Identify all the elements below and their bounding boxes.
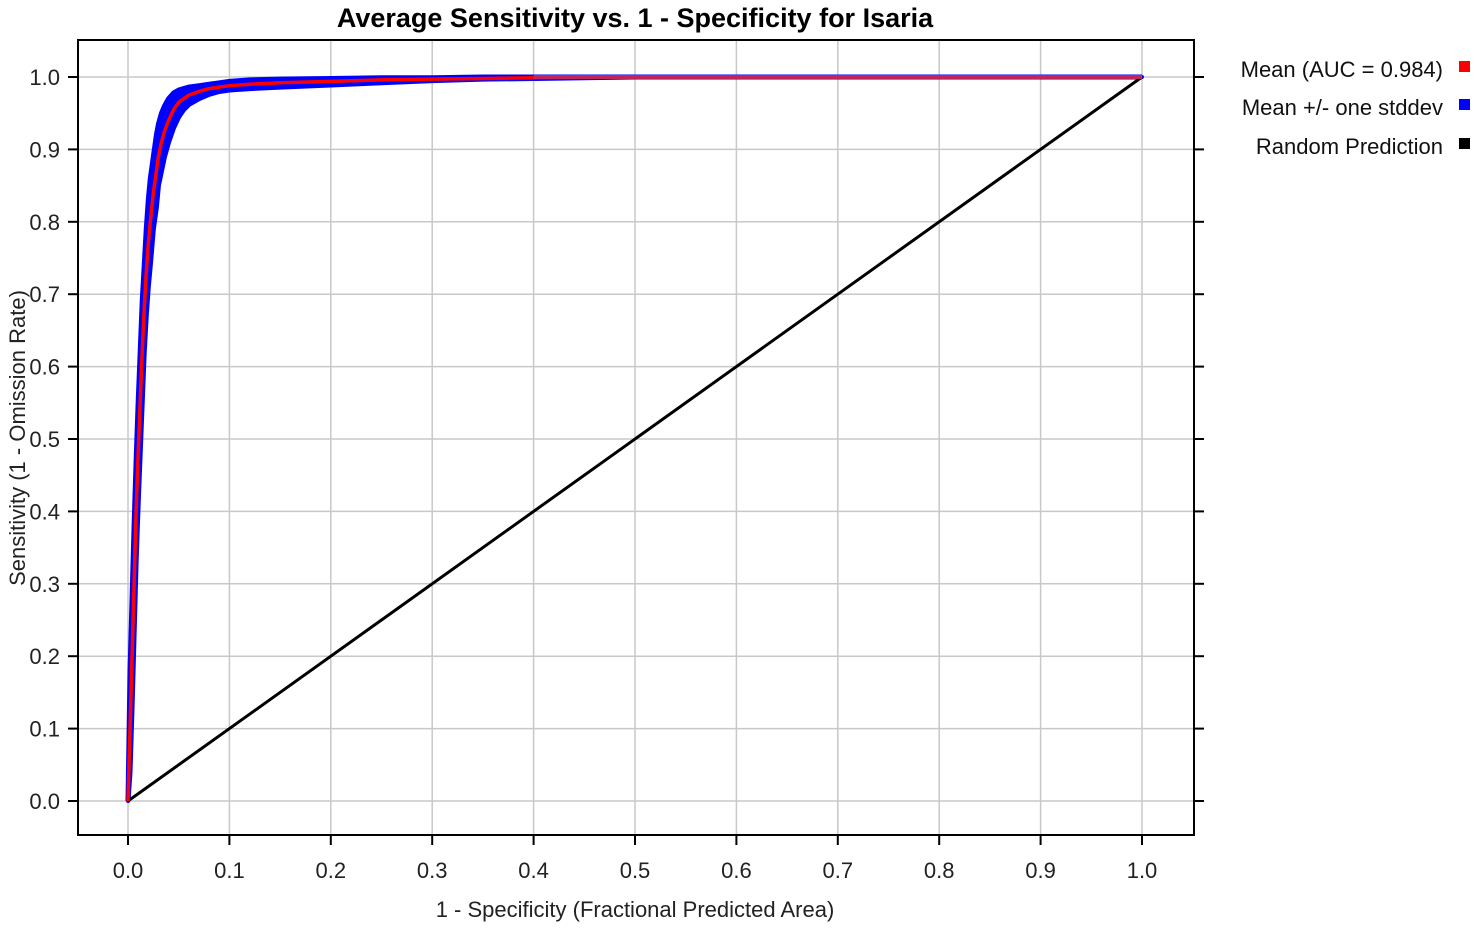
series-layer: [126, 75, 1143, 803]
x-tick-label-9: 0.9: [1025, 858, 1056, 883]
legend-label-2: Random Prediction: [1256, 134, 1443, 159]
x-tick-label-0: 0.0: [113, 858, 144, 883]
y-tick-label-8: 0.8: [29, 210, 60, 235]
x-tick-label-8: 0.8: [924, 858, 955, 883]
legend-label-1: Mean +/- one stddev: [1242, 95, 1443, 120]
legend-label-0: Mean (AUC = 0.984): [1241, 57, 1443, 82]
legend-swatch-2: [1459, 138, 1470, 149]
y-axis-label: Sensitivity (1 - Omission Rate): [5, 290, 30, 586]
x-tick-label-7: 0.7: [823, 858, 854, 883]
y-ticks: 0.0 0.1 0.2 0.3 0.4 0.5 0.6 0.7 0.8 0.9 1.0: [29, 65, 1204, 814]
x-tick-label-5: 0.5: [620, 858, 651, 883]
x-tick-label-10: 1.0: [1127, 858, 1158, 883]
x-tick-label-3: 0.3: [417, 858, 448, 883]
y-tick-label-0: 0.0: [29, 789, 60, 814]
y-tick-label-2: 0.2: [29, 644, 60, 669]
x-tick-label-1: 0.1: [214, 858, 245, 883]
y-tick-label-6: 0.6: [29, 355, 60, 380]
legend: Mean (AUC = 0.984) Mean +/- one stddev Ran…: [1241, 57, 1470, 159]
x-tick-label-6: 0.6: [721, 858, 752, 883]
y-tick-label-7: 0.7: [29, 282, 60, 307]
legend-swatch-0: [1459, 61, 1470, 72]
x-tick-label-2: 0.2: [316, 858, 347, 883]
chart-title: Average Sensitivity vs. 1 - Specificity …: [337, 3, 934, 33]
legend-swatch-1: [1459, 99, 1470, 110]
y-tick-label-9: 0.9: [29, 137, 60, 162]
y-tick-label-1: 0.1: [29, 717, 60, 742]
series-line-random-prediction: [127, 75, 1143, 803]
y-tick-label-5: 0.5: [29, 427, 60, 452]
series-line-mean: [126, 75, 1142, 802]
x-ticks: 0.0 0.1 0.2 0.3 0.4 0.5 0.6 0.7 0.8 0.9 1.0: [113, 835, 1158, 883]
x-axis-label: 1 - Specificity (Fractional Predicted Ar…: [436, 897, 835, 922]
y-tick-label-3: 0.3: [29, 572, 60, 597]
y-tick-label-10: 1.0: [29, 65, 60, 90]
x-tick-label-4: 0.4: [518, 858, 549, 883]
y-tick-label-4: 0.4: [29, 499, 60, 524]
